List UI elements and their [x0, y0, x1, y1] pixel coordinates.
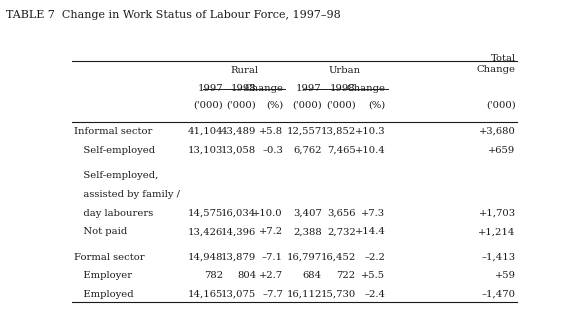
Text: –1,413: –1,413 — [482, 253, 515, 262]
Text: 14,948: 14,948 — [188, 253, 223, 262]
Text: 1998: 1998 — [231, 84, 257, 93]
Text: Formal sector: Formal sector — [74, 253, 145, 262]
Text: ('000): ('000) — [486, 101, 515, 110]
Text: +7.2: +7.2 — [259, 227, 283, 236]
Text: 7,465: 7,465 — [327, 146, 355, 155]
Text: +1,214: +1,214 — [478, 227, 515, 236]
Text: ('000): ('000) — [292, 101, 322, 110]
Text: +10.0: +10.0 — [253, 208, 283, 217]
Text: 2,388: 2,388 — [293, 227, 322, 236]
Text: 14,396: 14,396 — [221, 227, 257, 236]
Text: 12,557: 12,557 — [286, 127, 322, 136]
Text: 41,104: 41,104 — [187, 127, 223, 136]
Text: Not paid: Not paid — [74, 227, 127, 236]
Text: ('000): ('000) — [326, 101, 355, 110]
Text: 13,103: 13,103 — [188, 146, 223, 155]
Text: 782: 782 — [204, 271, 223, 280]
Text: +59: +59 — [495, 271, 515, 280]
Text: Total
Change: Total Change — [477, 54, 515, 73]
Text: 2,732: 2,732 — [327, 227, 355, 236]
Text: ('000): ('000) — [227, 101, 257, 110]
Text: day labourers: day labourers — [74, 208, 153, 217]
Text: Self-employed: Self-employed — [74, 146, 155, 155]
Text: 16,452: 16,452 — [320, 253, 355, 262]
Text: +3,680: +3,680 — [479, 127, 515, 136]
Text: +2.7: +2.7 — [259, 271, 283, 280]
Text: 722: 722 — [336, 271, 355, 280]
Text: (%): (%) — [368, 101, 385, 110]
Text: –2.2: –2.2 — [364, 253, 385, 262]
Text: +7.3: +7.3 — [361, 208, 385, 217]
Text: 3,407: 3,407 — [293, 208, 322, 217]
Text: –7.1: –7.1 — [262, 253, 283, 262]
Text: 14,575: 14,575 — [188, 208, 223, 217]
Text: assisted by family /: assisted by family / — [74, 190, 180, 199]
Text: +659: +659 — [488, 146, 515, 155]
Text: 804: 804 — [237, 271, 257, 280]
Text: 1997: 1997 — [197, 84, 223, 93]
Text: Employed: Employed — [74, 290, 134, 299]
Text: 13,852: 13,852 — [320, 127, 355, 136]
Text: Change: Change — [346, 84, 385, 93]
Text: 15,730: 15,730 — [320, 290, 355, 299]
Text: Employer: Employer — [74, 271, 132, 280]
Text: +5.8: +5.8 — [259, 127, 283, 136]
Text: 13,426: 13,426 — [188, 227, 223, 236]
Text: 1998: 1998 — [330, 84, 355, 93]
Text: ('000): ('000) — [193, 101, 223, 110]
Text: 13,058: 13,058 — [221, 146, 257, 155]
Text: Rural: Rural — [230, 66, 258, 75]
Text: –0.3: –0.3 — [262, 146, 283, 155]
Text: Self-employed,: Self-employed, — [74, 171, 158, 180]
Text: +10.3: +10.3 — [355, 127, 385, 136]
Text: 1997: 1997 — [296, 84, 322, 93]
Text: 16,034: 16,034 — [221, 208, 257, 217]
Text: Informal sector: Informal sector — [74, 127, 152, 136]
Text: +14.4: +14.4 — [355, 227, 385, 236]
Text: –7.7: –7.7 — [262, 290, 283, 299]
Text: –1,470: –1,470 — [482, 290, 515, 299]
Text: +5.5: +5.5 — [361, 271, 385, 280]
Text: TABLE 7  Change in Work Status of Labour Force, 1997–98: TABLE 7 Change in Work Status of Labour … — [6, 10, 340, 20]
Text: Change: Change — [244, 84, 283, 93]
Text: Urban: Urban — [329, 66, 361, 75]
Text: 13,075: 13,075 — [221, 290, 257, 299]
Text: –2.4: –2.4 — [364, 290, 385, 299]
Text: 16,797: 16,797 — [286, 253, 322, 262]
Text: 3,656: 3,656 — [327, 208, 355, 217]
Text: 13,879: 13,879 — [221, 253, 257, 262]
Text: 43,489: 43,489 — [221, 127, 257, 136]
Text: 14,165: 14,165 — [188, 290, 223, 299]
Text: 6,762: 6,762 — [293, 146, 322, 155]
Text: 16,112: 16,112 — [286, 290, 322, 299]
Text: 684: 684 — [302, 271, 322, 280]
Text: +1,703: +1,703 — [479, 208, 515, 217]
Text: +10.4: +10.4 — [355, 146, 385, 155]
Text: (%): (%) — [266, 101, 283, 110]
